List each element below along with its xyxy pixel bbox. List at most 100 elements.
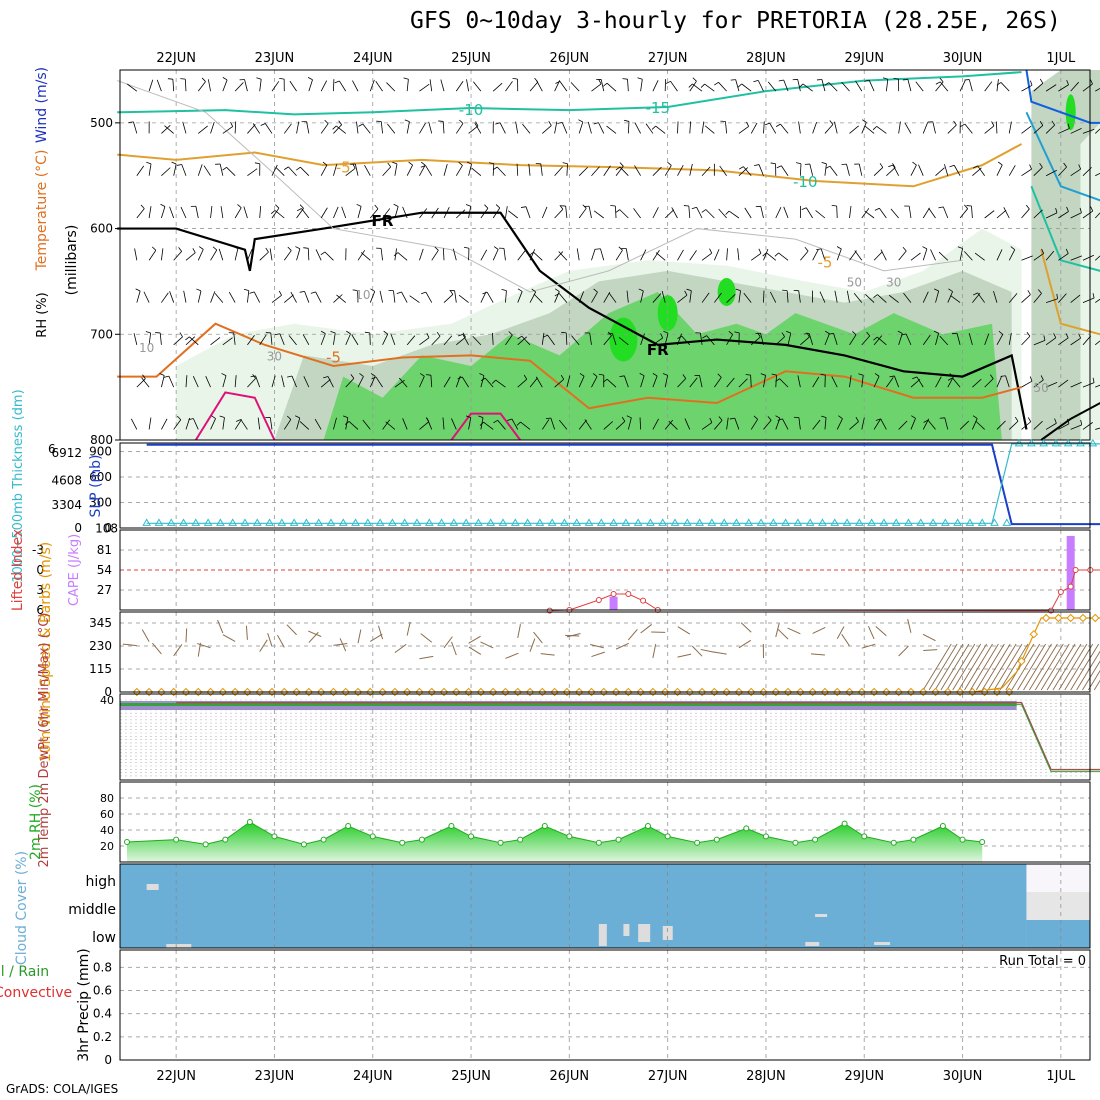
wind-barb-feather — [602, 82, 608, 87]
wind-barb-feather — [889, 375, 895, 378]
wind-barb — [458, 294, 469, 303]
wind-barb — [719, 165, 727, 176]
wind-barb-feather — [972, 415, 978, 419]
li-marker — [1067, 583, 1074, 590]
wind-barb — [541, 206, 548, 219]
wind-barb — [271, 375, 276, 388]
wind-barb-feather — [350, 374, 355, 379]
wind-barb — [634, 122, 641, 134]
wind-barb-feather — [287, 375, 293, 378]
wind-barb-feather — [323, 376, 329, 379]
wind-barb — [652, 293, 662, 303]
wind-barb-feather — [662, 373, 668, 376]
precip-tick-label: 0.2 — [93, 1030, 112, 1044]
wind-barb — [1058, 293, 1067, 303]
wind-barb — [615, 420, 626, 430]
wind-barb — [652, 80, 659, 92]
wind-barb — [655, 252, 666, 261]
wind-barb — [497, 420, 506, 430]
wind-barb — [173, 336, 183, 346]
wind-barb — [554, 379, 564, 388]
wind-barb — [468, 417, 472, 430]
wind-barb — [406, 121, 410, 134]
surface-wind-barb — [970, 643, 999, 691]
thickness-marker — [400, 518, 410, 526]
wind-barb — [296, 417, 301, 430]
wind-barb — [430, 375, 433, 388]
wind-barb — [302, 334, 310, 346]
date-label-bottom: 25JUN — [451, 1069, 491, 1084]
wind-barb — [480, 208, 489, 219]
wind-barb-feather — [990, 374, 994, 379]
thickness-marker — [682, 518, 692, 526]
wind-barb-feather — [746, 121, 750, 127]
wind-barb — [849, 421, 859, 430]
wind-barb — [938, 251, 949, 261]
wind-barb — [819, 291, 826, 303]
date-label-top: 28JUN — [746, 51, 786, 66]
rh-marker — [615, 836, 622, 843]
wind-barb — [320, 379, 331, 388]
wind-barb — [886, 377, 894, 388]
wind-barb-feather — [764, 122, 770, 126]
surface-wind-barb — [173, 644, 183, 657]
surface-wind-barb — [152, 642, 162, 655]
wind-barb-feather — [718, 416, 723, 421]
wind-barb — [1058, 423, 1070, 430]
thickness-marker — [609, 518, 618, 526]
surface-wind-barb — [993, 643, 1023, 691]
wind-barb-feather — [284, 166, 289, 170]
wind-barb — [861, 375, 864, 388]
wind-barb — [228, 291, 236, 303]
wind-barb-feather — [864, 79, 870, 82]
wind-barb-feather — [249, 291, 255, 294]
wind-barb — [681, 335, 691, 346]
wind-barb — [652, 250, 660, 261]
wind-barb — [517, 378, 528, 388]
wind-barb-feather — [383, 330, 388, 335]
rh-area — [127, 822, 983, 862]
surface-wind-barb — [907, 618, 912, 633]
wind-barb — [348, 421, 359, 430]
panel-frame — [119, 611, 1091, 693]
wind-tick-label: 230 — [89, 639, 112, 653]
date-label-top: 27JUN — [648, 51, 688, 66]
wind-barb — [738, 167, 748, 177]
wind-barb — [757, 80, 764, 92]
thickness-marker — [904, 518, 913, 526]
wind-barb — [769, 122, 777, 134]
precip-tick-label: 0.4 — [93, 1007, 112, 1021]
wind-barb — [386, 82, 396, 92]
thickness-marker — [891, 518, 901, 526]
cape-tick-label: 27 — [97, 583, 112, 597]
date-label-top: 29JUN — [844, 51, 884, 66]
wind-barb-feather — [495, 122, 501, 125]
cape-tick-label: 54 — [97, 563, 112, 577]
wind-barb — [591, 248, 596, 261]
wind-barb — [618, 336, 629, 346]
wind-barb-feather — [562, 162, 568, 165]
li-marker — [1057, 589, 1064, 595]
wind-barb-feather — [322, 161, 328, 166]
wind-barb — [1021, 294, 1031, 303]
wind-barb-feather — [160, 203, 166, 207]
wind-barb-feather — [176, 164, 182, 166]
wind-barb — [345, 333, 351, 346]
wind-barb-feather — [947, 377, 953, 381]
wind-barb — [1070, 424, 1082, 430]
wind-barb — [868, 80, 875, 92]
wind-barb-feather — [364, 331, 370, 334]
wind-speed-marker — [1066, 613, 1075, 623]
wind-barb-feather — [622, 78, 628, 80]
surface-wind-barb — [627, 628, 638, 641]
wind-barb — [511, 418, 519, 430]
wind-barb-feather — [185, 336, 190, 341]
wind-barb — [972, 378, 982, 388]
wind-barb — [750, 253, 762, 261]
wind-barb — [735, 79, 740, 92]
wind-barb — [892, 164, 900, 176]
wind-barb-feather — [821, 161, 827, 165]
wind-barb — [593, 210, 604, 219]
footer-credit: GrADS: COLA/IGES — [6, 1082, 119, 1096]
wind-barb — [222, 126, 233, 134]
